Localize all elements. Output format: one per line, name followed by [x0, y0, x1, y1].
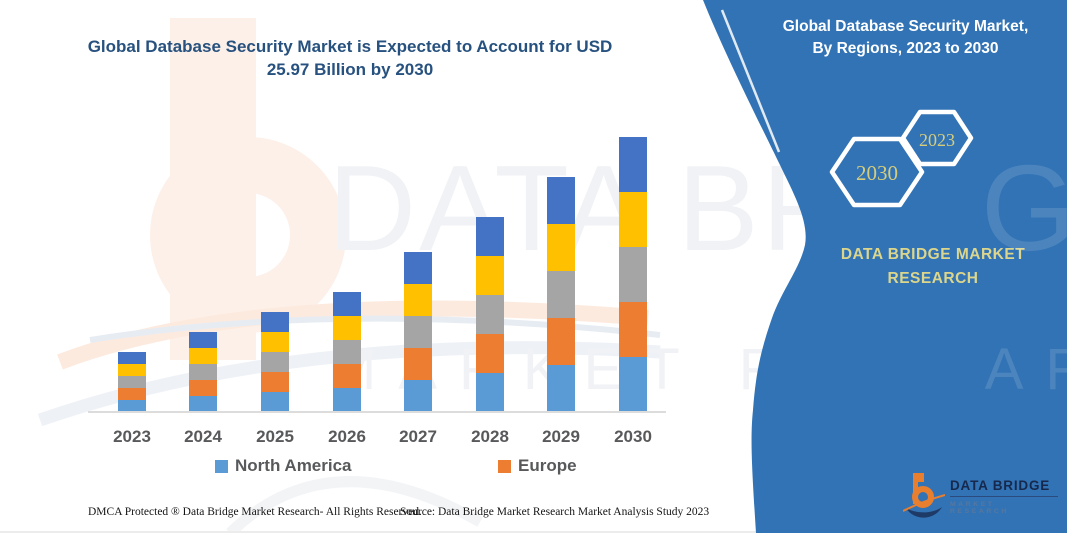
bar-segment — [476, 295, 504, 334]
company-logo: DATA BRIDGE MARKET RESEARCH — [903, 470, 1058, 526]
chart-title: Global Database Security Market is Expec… — [55, 36, 645, 82]
bar-segment — [404, 348, 432, 380]
company-logo-text: DATA BRIDGE MARKET RESEARCH — [950, 478, 1058, 526]
x-axis-label-2025: 2025 — [256, 427, 294, 446]
chart-title-line1: Global Database Security Market is Expec… — [87, 37, 613, 56]
hexagon-2030-label: 2030 — [856, 161, 898, 185]
bar-segment — [476, 334, 504, 373]
bar-segment — [189, 348, 217, 364]
bar-2025 — [261, 312, 289, 412]
bar-segment — [333, 340, 361, 364]
x-axis-line — [88, 411, 666, 413]
bar-segment — [118, 364, 146, 376]
bar-2026 — [333, 292, 361, 412]
x-axis-label-2027: 2027 — [399, 427, 437, 446]
banner-heading-line1: Global Database Security Market, — [782, 18, 1029, 35]
bar-segment — [619, 192, 647, 247]
bar-segment — [189, 380, 217, 396]
bar-segment — [547, 177, 575, 224]
x-axis-label-2028: 2028 — [471, 427, 509, 446]
bar-segment — [619, 137, 647, 192]
legend-label-north-america: North America — [235, 456, 352, 475]
x-axis-label-2026: 2026 — [328, 427, 366, 446]
bar-2024 — [189, 332, 217, 412]
bar-segment — [118, 400, 146, 412]
bar-segment — [189, 332, 217, 348]
bar-segment — [547, 365, 575, 412]
bar-2028 — [476, 217, 504, 412]
bar-segment — [547, 224, 575, 271]
bar-segment — [118, 388, 146, 400]
bar-segment — [404, 252, 432, 284]
bar-2030 — [619, 137, 647, 412]
bar-segment — [261, 372, 289, 392]
bar-segment — [261, 352, 289, 372]
bar-segment — [189, 364, 217, 380]
bar-segment — [261, 312, 289, 332]
bar-segment — [404, 380, 432, 412]
source-note: Source: Data Bridge Market Research Mark… — [400, 506, 710, 518]
x-axis-label-2024: 2024 — [184, 427, 222, 446]
x-axis-label-2030: 2030 — [614, 427, 652, 446]
x-axis-label-2023: 2023 — [113, 427, 151, 446]
bar-segment — [476, 373, 504, 412]
bar-segment — [476, 256, 504, 295]
bar-2029 — [547, 177, 575, 412]
bar-segment — [547, 318, 575, 365]
bar-segment — [118, 376, 146, 388]
chart-title-line2: 25.97 Billion by 2030 — [266, 59, 434, 79]
bar-2027 — [404, 252, 432, 412]
banner-heading: Global Database Security Market, By Regi… — [758, 16, 1053, 61]
banner-heading-line2: By Regions, 2023 to 2030 — [812, 40, 999, 58]
bar-segment — [261, 392, 289, 412]
legend-swatch-europe — [498, 459, 511, 473]
bar-segment — [547, 271, 575, 318]
dmca-notice: DMCA Protected ® Data Bridge Market Rese… — [88, 506, 422, 518]
bar-2023 — [118, 352, 146, 412]
bar-segment — [118, 352, 146, 364]
bar-segment — [261, 332, 289, 352]
legend-item-europe: Europe — [498, 456, 577, 476]
legend-item-north-america: North America — [215, 456, 352, 476]
bar-segment — [333, 388, 361, 412]
company-logo-name: DATA BRIDGE — [950, 478, 1058, 497]
legend-swatch-north-america — [215, 459, 228, 473]
legend-label-europe: Europe — [518, 456, 577, 475]
x-axis-label-2029: 2029 — [542, 427, 580, 446]
bar-segment — [619, 302, 647, 357]
bar-segment — [619, 357, 647, 412]
company-logo-subtitle: MARKET RESEARCH — [950, 501, 1009, 515]
hexagon-2023-label: 2023 — [919, 130, 955, 150]
bar-segment — [333, 292, 361, 316]
company-logo-icon — [903, 473, 945, 518]
bar-segment — [476, 217, 504, 256]
page-bottom-rule — [0, 531, 1067, 533]
bar-segment — [333, 364, 361, 388]
bar-segment — [189, 396, 217, 412]
year-hexagons: 2030 2023 — [829, 109, 974, 208]
bar-segment — [333, 316, 361, 340]
bar-segment — [404, 284, 432, 316]
bar-segment — [404, 316, 432, 348]
bar-segment — [619, 247, 647, 302]
